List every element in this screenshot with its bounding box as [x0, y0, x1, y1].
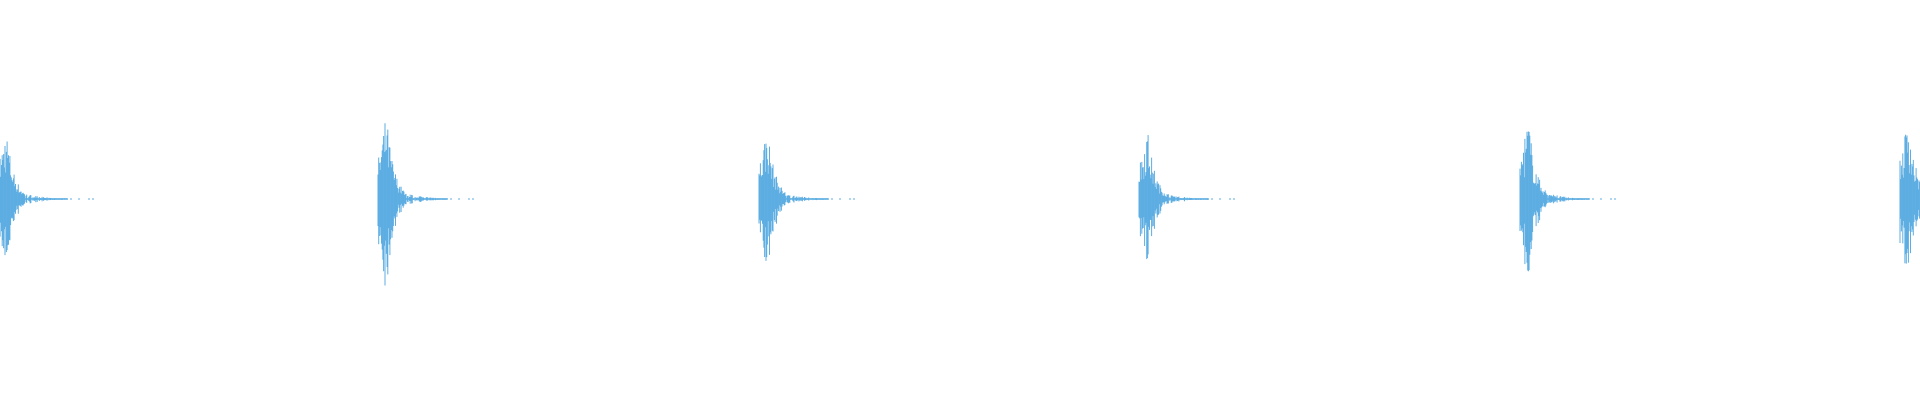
- waveform-burst: [1899, 134, 1920, 264]
- waveform-burst: [377, 123, 474, 286]
- waveform-burst: [1138, 135, 1235, 260]
- waveform-burst: [0, 141, 94, 256]
- waveform-burst: [1519, 131, 1616, 272]
- waveform-burst: [758, 143, 855, 261]
